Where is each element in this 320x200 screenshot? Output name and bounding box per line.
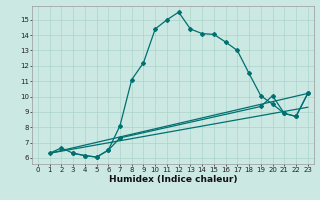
X-axis label: Humidex (Indice chaleur): Humidex (Indice chaleur) (108, 175, 237, 184)
